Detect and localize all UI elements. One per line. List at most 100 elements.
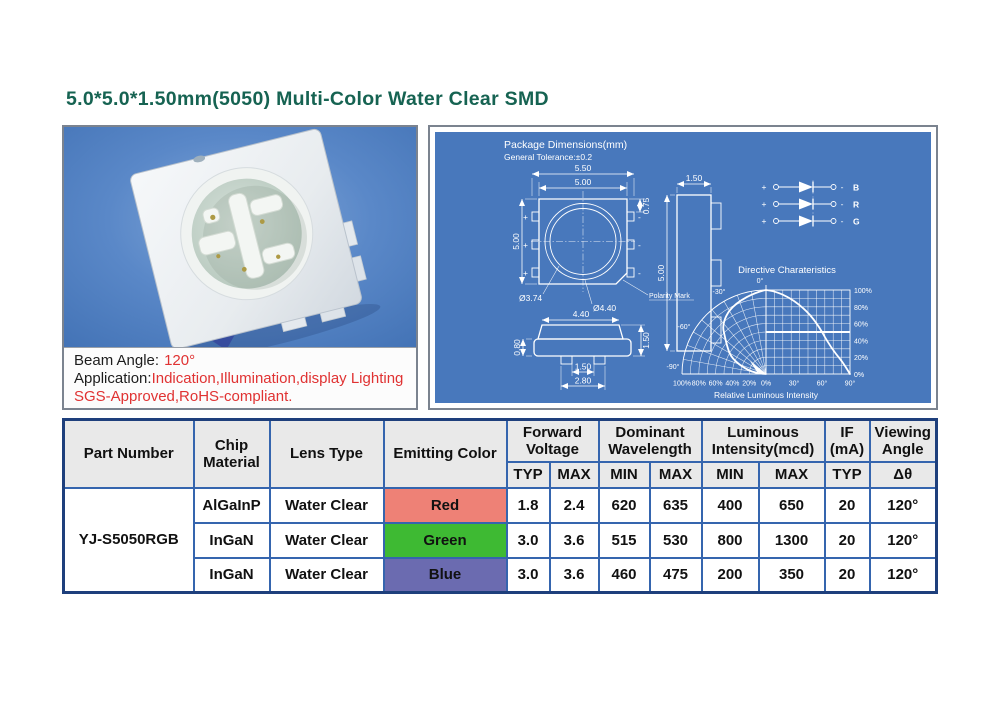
dim-top-height: 5.00 [511,233,521,250]
cell-wl-min: 515 [597,521,651,559]
drawing-tolerance: General Tolerance:±0.2 [504,152,592,162]
cell-if-typ: 20 [823,486,871,524]
header-emitting-color: Emitting Color [382,418,508,489]
pad-plus-1: + [523,212,528,222]
application-value: Indication,Illumination,display Lighting [151,370,404,387]
page-title: 5.0*5.0*1.50mm(5050) Multi-Color Water C… [66,88,549,110]
smd-led-package [130,128,381,348]
beam-angle-line: Beam Angle: 120° [74,352,406,370]
circuit-minus: - [841,216,844,226]
header-dominant-wavelength: Dominant Wavelength [597,418,703,463]
cell-if-typ: 20 [823,556,871,594]
cell-part-number: YJ-S5050RGB [62,486,195,594]
cell-wl-min: 620 [597,486,651,524]
beam-angle-value: 120° [164,352,196,369]
subheader-iv-max: MAX [757,460,826,489]
polar-pct-0: 0% [854,372,864,379]
circuit-diagram: + - B + - R + - G [762,180,860,227]
circuit-minus: - [841,199,844,209]
polar-bottom-80: 80% [692,381,706,388]
polar-pct-60: 60% [854,322,868,329]
cell-vf-max: 3.6 [548,521,600,559]
cell-chip-material: InGaN [192,556,271,594]
pad-plus-3: + [523,268,528,278]
cell-vf-max: 2.4 [548,486,600,524]
header-if: IF (mA) [823,418,871,463]
dim-lens-width: 4.40 [573,309,590,319]
cell-wl-min: 460 [597,556,651,594]
product-photo-panel: Beam Angle: 120° Application:Indication,I… [62,125,418,410]
circuit-channel-r: + - R [762,198,859,210]
cell-wl-max: 475 [648,556,703,594]
polar-angle-0: 0° [757,277,764,285]
subheader-delta-theta: Δθ [868,460,938,489]
header-li-line1: Luminous [727,423,799,441]
cell-vf-typ: 1.8 [505,486,551,524]
dim-pad-offset: 0.75 [641,197,651,214]
header-fv-line1: Forward [522,423,583,441]
table-row-red: YJ-S5050RGB AlGaInP Water Clear Red 1.8 … [62,486,938,594]
circuit-plus: + [762,216,767,226]
header-part-number: Part Number [62,418,195,489]
circuit-label-r: R [853,200,859,210]
package-dimensions-drawing: Package Dimensions(mm) General Tolerance… [435,132,931,403]
dim-pad-gap: 1.50 [575,362,592,372]
polar-angle-n60: -60° [678,323,691,331]
led-product-photo [64,127,416,348]
header-li-line2: Intensity(mcd) [711,440,815,458]
header-chip-line2: Material [203,453,260,471]
header-if-line1: IF [840,423,854,441]
polar-pct-80: 80% [854,305,868,312]
polar-angle-60: 60° [817,380,828,388]
spec-table: Part Number Chip Material Lens Type Emitt… [62,418,938,594]
pad-plus-2: + [523,240,528,250]
application-label: Application: [74,370,152,387]
header-va-line1: Viewing [874,423,931,441]
header-dw-line1: Dominant [615,423,685,441]
dim-inner-circle: Ø3.74 [519,293,542,303]
header-lens-type: Lens Type [268,418,385,489]
polar-angle-90: 90° [845,380,856,388]
circuit-plus: + [762,182,767,192]
cell-viewing-angle: 120° [868,486,938,524]
header-viewing-angle: Viewing Angle [868,418,938,463]
circuit-label-g: G [853,217,860,227]
polar-angle-n30: -30° [713,288,726,296]
cell-if-typ: 20 [823,521,871,559]
circuit-channel-b: + - B [762,181,859,193]
pad-minus-2: - [638,240,641,250]
circuit-plus: + [762,199,767,209]
dim-outer-circle: Ø4.40 [593,303,616,313]
cell-lens-type: Water Clear [268,521,385,559]
header-forward-voltage: Forward Voltage [505,418,600,463]
subheader-iv-min: MIN [700,460,760,489]
compliance-line: SGS-Approved,RoHS-compliant. [74,388,293,405]
cell-iv-max: 350 [757,556,826,594]
subheader-if-typ: TYP [823,460,871,489]
polar-bottom-60: 60% [709,381,723,388]
polar-chart: Directive Charateristics [667,265,872,400]
cell-vf-max: 3.6 [548,556,600,594]
dim-side-height: 5.00 [656,264,666,281]
cell-emitting-color-green: Green [382,521,508,559]
cell-chip-material: InGaN [192,521,271,559]
subheader-vf-typ: TYP [505,460,551,489]
circuit-label-b: B [853,183,859,193]
cell-iv-min: 800 [700,521,760,559]
cell-iv-min: 200 [700,556,760,594]
circuit-channel-g: + - G [762,215,860,227]
product-caption: Beam Angle: 120° Application:Indication,I… [64,347,416,408]
bottom-view: 4.40 1.50 0.80 1.50 2.80 [512,309,651,390]
polar-caption: Relative Luminous Intensity [714,390,819,400]
cell-viewing-angle: 120° [868,521,938,559]
header-luminous-intensity: Luminous Intensity(mcd) [700,418,826,463]
circuit-minus: - [841,182,844,192]
cell-chip-material: AlGaInP [192,486,271,524]
pad-minus-3: - [638,268,641,278]
polar-title: Directive Charateristics [738,265,836,276]
polar-bottom-100: 100% [673,381,691,388]
header-va-line2: Angle [881,440,924,458]
dim-bottom-height: 1.50 [641,332,651,349]
header-fv-line2: Voltage [525,440,580,458]
cell-wl-max: 635 [648,486,703,524]
